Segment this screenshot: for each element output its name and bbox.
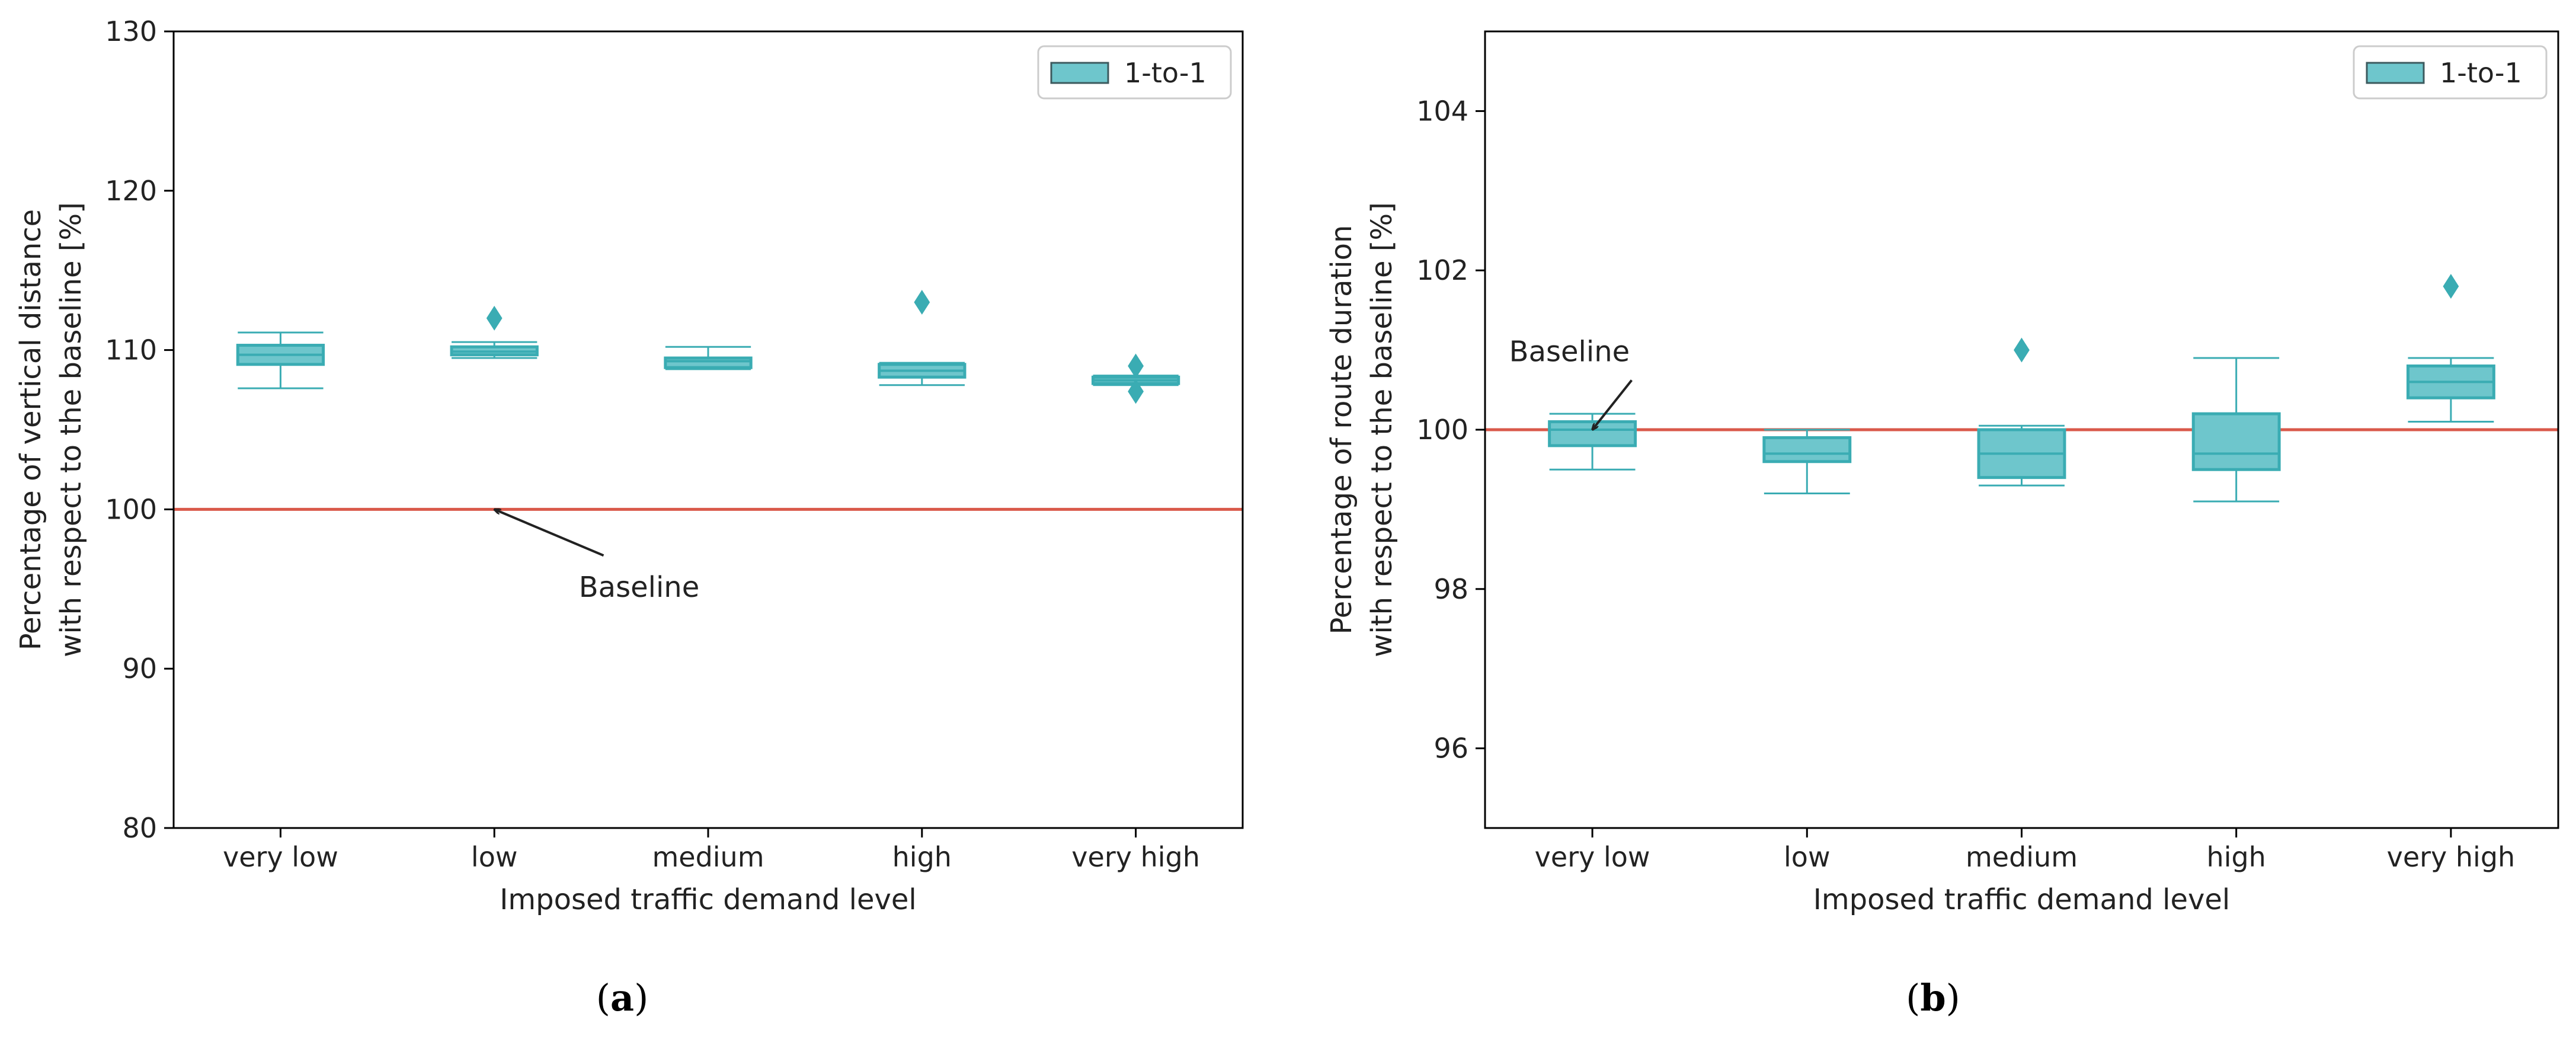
outlier-point bbox=[1128, 353, 1144, 379]
x-tick-label: very high bbox=[1071, 841, 1200, 873]
outlier-point bbox=[486, 305, 503, 331]
box-iqr bbox=[664, 356, 753, 369]
x-tick-label: high bbox=[2207, 841, 2266, 873]
y-tick-label: 90 bbox=[122, 653, 157, 685]
box-low bbox=[1762, 429, 1852, 495]
y-tick-label: 102 bbox=[1416, 254, 1468, 286]
legend-label: 1-to-1 bbox=[1124, 57, 1207, 89]
x-tick-label: medium bbox=[652, 841, 764, 873]
box-high bbox=[2191, 357, 2281, 503]
box-medium bbox=[1977, 337, 2066, 487]
x-tick-label: very low bbox=[223, 841, 338, 873]
annotation-arrow bbox=[1592, 379, 1633, 430]
annotation-arrow bbox=[494, 509, 604, 557]
box-medium bbox=[664, 346, 753, 370]
chart-panel-b: 96 98 100 102 104 very low low medium high very h… bbox=[1325, 30, 2559, 1019]
box-very-low bbox=[236, 331, 325, 389]
box-very-high bbox=[1091, 353, 1180, 404]
box-iqr bbox=[1548, 420, 1637, 447]
box-very-low bbox=[1548, 413, 1637, 471]
y-tick-label: 100 bbox=[1416, 414, 1468, 446]
outlier-point bbox=[1128, 379, 1144, 404]
legend-label: 1-to-1 bbox=[2440, 57, 2522, 89]
annotation-label: Baseline bbox=[1509, 335, 1630, 368]
y-tick-label: 100 bbox=[105, 493, 157, 525]
legend-box bbox=[1037, 45, 1232, 100]
chart-panel-a: 80 90 100 110 120 130 very low low medium high ver… bbox=[14, 15, 1244, 1019]
legend-swatch bbox=[1050, 62, 1109, 84]
y-axis-label: Percentage of vertical distance bbox=[14, 209, 47, 650]
x-tick-label: medium bbox=[1966, 841, 2078, 873]
box-very-high bbox=[2406, 274, 2495, 423]
box-iqr bbox=[1762, 436, 1852, 463]
x-axis-label: Imposed traffic demand level bbox=[500, 883, 917, 916]
legend-box bbox=[2353, 45, 2548, 100]
x-tick-label: low bbox=[1784, 841, 1831, 873]
box-iqr bbox=[2191, 412, 2281, 471]
plot-frame bbox=[172, 30, 1244, 829]
y-tick-label: 110 bbox=[105, 334, 157, 366]
x-tick-label: low bbox=[471, 841, 518, 873]
y-tick-label: 98 bbox=[1433, 573, 1468, 605]
outlier-point bbox=[2443, 274, 2459, 299]
panel-label: (a) bbox=[596, 976, 649, 1019]
y-axis-label: Percentage of route duration bbox=[1325, 225, 1358, 635]
y-tick-label: 104 bbox=[1416, 95, 1468, 127]
x-tick-label: very high bbox=[2387, 841, 2516, 873]
y-axis-label: with respect to the baseline [%] bbox=[55, 202, 88, 657]
box-low bbox=[450, 305, 539, 359]
x-axis-label: Imposed traffic demand level bbox=[1813, 883, 2231, 916]
y-tick-label: 130 bbox=[105, 15, 157, 47]
x-tick-label: high bbox=[892, 841, 952, 873]
annotation-label: Baseline bbox=[579, 571, 700, 604]
y-axis-label: with respect to the baseline [%] bbox=[1365, 202, 1399, 657]
box-high bbox=[878, 290, 967, 386]
panel-label: (b) bbox=[1906, 976, 1960, 1019]
outlier-point bbox=[914, 290, 930, 315]
y-tick-label: 80 bbox=[122, 812, 157, 844]
y-tick-label: 96 bbox=[1433, 733, 1468, 765]
outlier-point bbox=[2014, 337, 2030, 363]
legend-swatch bbox=[2366, 62, 2425, 84]
y-tick-label: 120 bbox=[105, 175, 157, 207]
x-tick-label: very low bbox=[1535, 841, 1650, 873]
